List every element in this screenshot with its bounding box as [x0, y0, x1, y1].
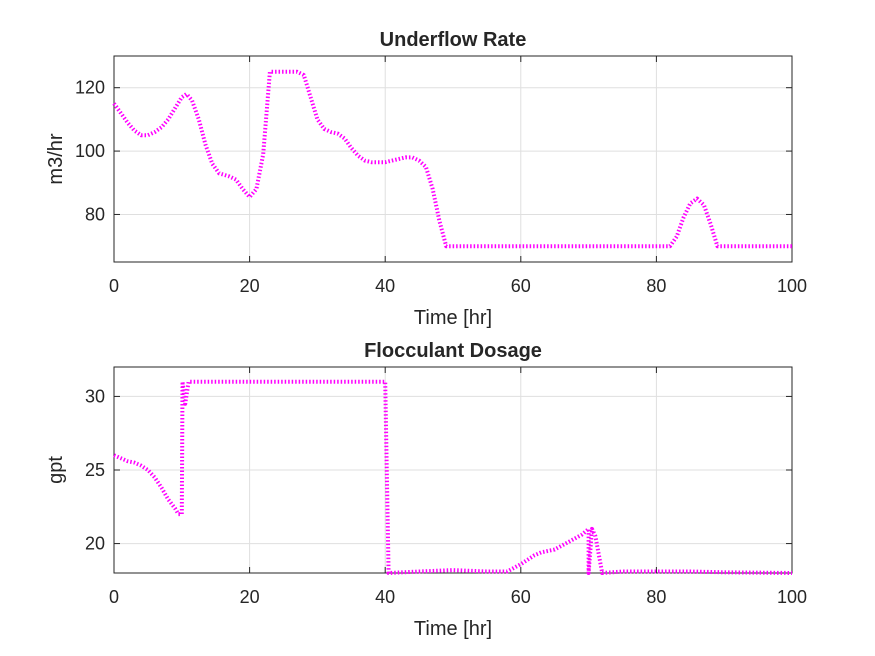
x-tick-label: 80	[646, 276, 666, 296]
x-axis-label: Time [hr]	[414, 618, 492, 640]
y-tick-label: 120	[75, 78, 105, 98]
series-line	[113, 379, 793, 575]
x-tick-label: 60	[511, 276, 531, 296]
underflow-rate-plot: 0 20 40 60 80 100 80 100 120 Underflow Rate Time […	[45, 29, 807, 329]
x-axis-label: Time [hr]	[414, 307, 492, 329]
y-tick-label: 30	[85, 386, 105, 406]
x-tick-label: 80	[646, 587, 666, 607]
y-tick-label: 20	[85, 534, 105, 554]
x-tick-label: 100	[777, 276, 807, 296]
series-line	[112, 69, 792, 249]
flocculant-dosage-plot: 0 20 40 60 80 100 20 25 30 Flocculant Dosage Time …	[45, 340, 807, 640]
y-tick-label: 25	[85, 460, 105, 480]
x-tick-label: 40	[375, 276, 395, 296]
y-tick-label: 100	[75, 141, 105, 161]
x-tick-label: 20	[240, 276, 260, 296]
y-axis-label: gpt	[45, 456, 67, 484]
chart-title: Flocculant Dosage	[364, 340, 542, 362]
y-tick-label: 80	[85, 204, 105, 224]
x-tick-label: 60	[511, 587, 531, 607]
x-tick-label: 0	[109, 276, 119, 296]
chart-title: Underflow Rate	[380, 29, 527, 51]
x-tick-label: 0	[109, 587, 119, 607]
y-axis-label: m3/hr	[45, 133, 67, 184]
x-tick-label: 20	[240, 587, 260, 607]
x-tick-label: 40	[375, 587, 395, 607]
x-tick-label: 100	[777, 587, 807, 607]
axes-box	[113, 55, 793, 263]
